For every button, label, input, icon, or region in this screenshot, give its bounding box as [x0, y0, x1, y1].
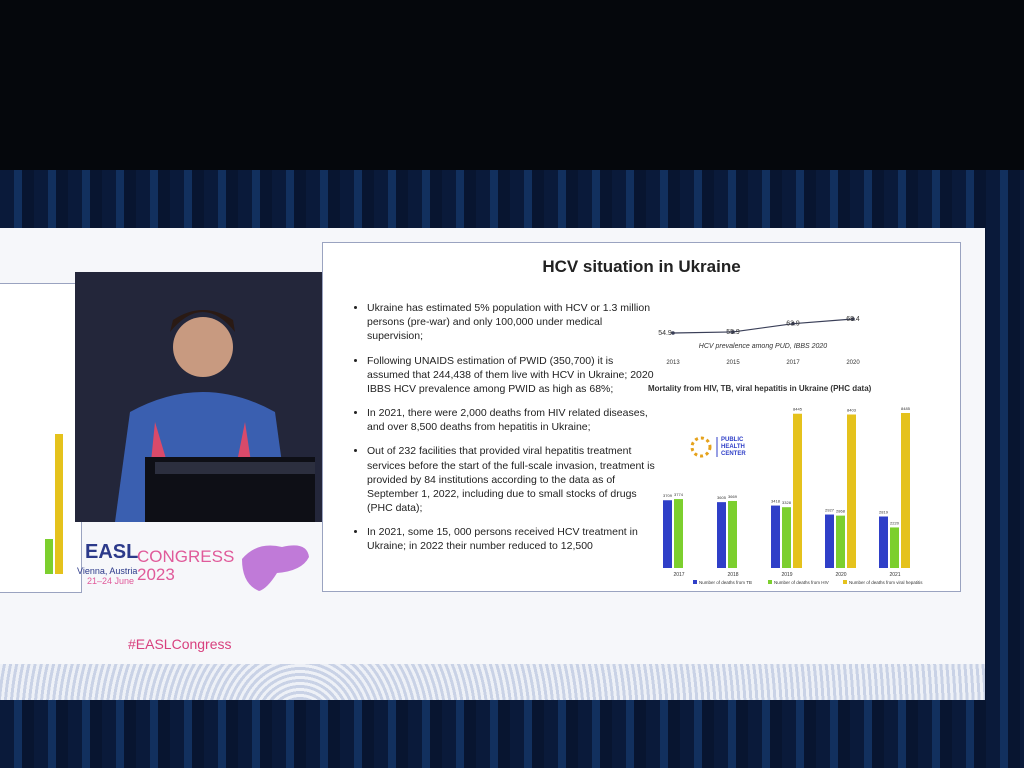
point — [851, 317, 855, 321]
data-label: 3328 — [782, 500, 792, 505]
logo-dates: 21–24 June — [87, 576, 135, 586]
bar — [901, 413, 910, 568]
logo-text: HEALTH — [721, 444, 745, 450]
bar — [825, 514, 834, 568]
phc-logo: PUBLIC HEALTH CENTER — [690, 436, 746, 458]
data-label: 2220 — [890, 520, 900, 525]
x-tick-label: 2020 — [846, 360, 860, 366]
side-panel — [0, 283, 82, 593]
bar — [674, 499, 683, 568]
legend-swatch — [843, 580, 847, 584]
bar — [717, 502, 726, 568]
liver-icon — [242, 545, 309, 591]
data-label: 8403 — [847, 407, 857, 412]
data-label: 8485 — [901, 406, 911, 411]
screen-footer-pattern — [0, 664, 985, 700]
data-label: 3605 — [717, 495, 727, 500]
legend-label: Number of deaths from viral hepatitis — [849, 580, 923, 585]
bar-chart: PUBLIC HEALTH CENTER Mortality from HIV,… — [648, 384, 923, 585]
data-label: 2819 — [879, 510, 889, 515]
point — [731, 330, 735, 334]
slide-content: HCV situation in Ukraine Ukraine has est… — [322, 242, 961, 592]
data-label: 63.9 — [786, 321, 800, 328]
data-label: 3418 — [771, 499, 781, 504]
data-label: 55.9 — [726, 329, 740, 336]
data-label: 3774 — [674, 492, 684, 497]
bar — [728, 500, 737, 568]
data-label: 2868 — [836, 509, 846, 514]
chart-title: HCV prevalence among PUD, IBBS 2020 — [699, 343, 828, 350]
logo-location: Vienna, Austria — [77, 566, 138, 576]
easl-logo: EASL CONGRESS 2023 Vienna, Austria 21–24… — [65, 535, 315, 595]
x-tick-label: 2013 — [666, 360, 680, 366]
bullet: In 2021, some 15, 000 persons received H… — [367, 525, 657, 553]
data-label: 3709 — [663, 493, 673, 498]
bar — [879, 516, 888, 568]
logo-text: PUBLIC — [721, 437, 744, 443]
legend-swatch — [693, 580, 697, 584]
hashtag: #EASLCongress — [128, 636, 232, 652]
x-tick-label: 2017 — [673, 572, 684, 578]
data-label: 2927 — [825, 508, 835, 513]
legend-label: Number of deaths from TB — [699, 580, 752, 585]
line — [672, 318, 854, 334]
chart-title: Mortality from HIV, TB, viral hepatitis … — [648, 384, 872, 393]
legend-swatch — [768, 580, 772, 584]
bullet: Out of 232 facilities that provided vira… — [367, 444, 657, 515]
point — [671, 331, 675, 335]
bullet: In 2021, there were 2,000 deaths from HI… — [367, 406, 657, 434]
x-tick-label: 2019 — [781, 572, 792, 578]
x-tick-label: 2021 — [889, 572, 900, 578]
slide-title: HCV situation in Ukraine — [542, 257, 741, 276]
bar — [836, 515, 845, 568]
data-label: 3669 — [728, 494, 738, 499]
bar — [782, 507, 791, 568]
bar — [793, 413, 802, 568]
bar — [847, 414, 856, 568]
data-label: 54.9 — [658, 330, 672, 337]
data-label: 68.4 — [846, 316, 860, 323]
speaker — [75, 272, 325, 522]
speaker-video — [75, 272, 325, 522]
bar — [771, 505, 780, 568]
logo-easl: EASL — [85, 541, 139, 563]
x-tick-label: 2018 — [727, 572, 738, 578]
bullet: Ukraine has estimated 5% population with… — [367, 301, 657, 344]
logo-congress: CONGRESS — [137, 547, 235, 566]
x-tick-label: 2017 — [786, 360, 800, 366]
x-tick-label: 2020 — [835, 572, 846, 578]
legend-label: Number of deaths from HIV — [774, 580, 829, 585]
line-chart: 54.9 55.9 63.9 68.4 HCV prevalence among PUD… — [658, 316, 860, 366]
point — [791, 321, 795, 326]
bar — [890, 527, 899, 568]
logo-year: 2023 — [137, 565, 175, 584]
bar — [663, 500, 672, 568]
bullet-list: Ukraine has estimated 5% population with… — [353, 301, 657, 564]
data-label: 8445 — [793, 407, 803, 412]
bullet: Following UNAIDS estimation of PWID (350… — [367, 354, 657, 397]
logo-text: CENTER — [721, 451, 746, 457]
x-tick-label: 2015 — [726, 360, 740, 366]
